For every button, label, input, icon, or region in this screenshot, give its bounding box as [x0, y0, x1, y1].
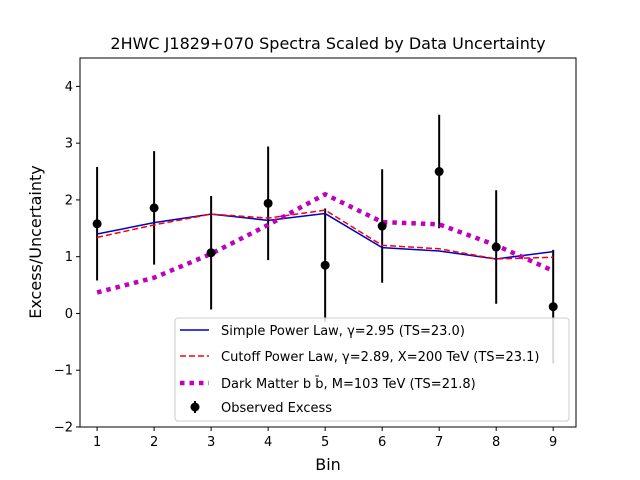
axes: 1 2 3 4 5 6 7 8 9 −2 −1 0 1 2 3 4: [54, 57, 577, 450]
series-line-2: [96, 209, 554, 260]
series-line-3: [96, 191, 555, 295]
y-tick-label: −2: [54, 421, 73, 436]
y-tick-label: 2: [65, 193, 73, 208]
x-tick-label: 8: [492, 435, 500, 450]
observed-point: [92, 219, 102, 229]
y-axis-label: Excess/Uncertainty: [26, 165, 45, 318]
x-tick-label: 2: [150, 435, 158, 450]
x-tick-label: 6: [378, 435, 386, 450]
legend-label-observed: Observed Excess: [221, 401, 332, 416]
legend-label-3: Dark Matter b b̄, M=103 TeV (TS=21.8): [221, 377, 476, 392]
observed-point: [548, 302, 558, 312]
observed-point: [377, 221, 387, 231]
observed-point: [491, 242, 501, 252]
y-tick-label: 3: [65, 137, 73, 152]
observed-point: [320, 260, 330, 270]
x-tick-label: 4: [264, 435, 272, 450]
legend-marker: [190, 402, 200, 412]
chart-title: 2HWC J1829+070 Spectra Scaled by Data Un…: [110, 34, 545, 53]
y-tick-label: −1: [54, 364, 73, 379]
x-tick-label: 9: [549, 435, 557, 450]
observed-point: [263, 198, 273, 208]
y-tick-label: 1: [65, 250, 73, 265]
legend-label-1: Simple Power Law, γ=2.95 (TS=23.0): [221, 324, 465, 339]
y-tick-label: 4: [65, 80, 73, 95]
series-line-1: [96, 212, 554, 260]
x-tick-label: 5: [321, 435, 329, 450]
observed-point: [149, 203, 159, 213]
x-tick-label: 1: [93, 435, 101, 450]
y-tick-label: 0: [65, 307, 73, 322]
legend-label-2: Cutoff Power Law, γ=2.89, X=200 TeV (TS=…: [221, 350, 539, 365]
observed-point: [434, 167, 444, 177]
legend-box: [174, 317, 570, 422]
x-tick-label: 7: [435, 435, 443, 450]
x-tick-label: 3: [207, 435, 215, 450]
observed-point: [206, 248, 216, 258]
plot-frame: [79, 57, 577, 428]
legend: Simple Power Law, γ=2.95 (TS=23.0) Cutoff…: [174, 317, 570, 422]
x-axis-label: Bin: [315, 455, 341, 474]
